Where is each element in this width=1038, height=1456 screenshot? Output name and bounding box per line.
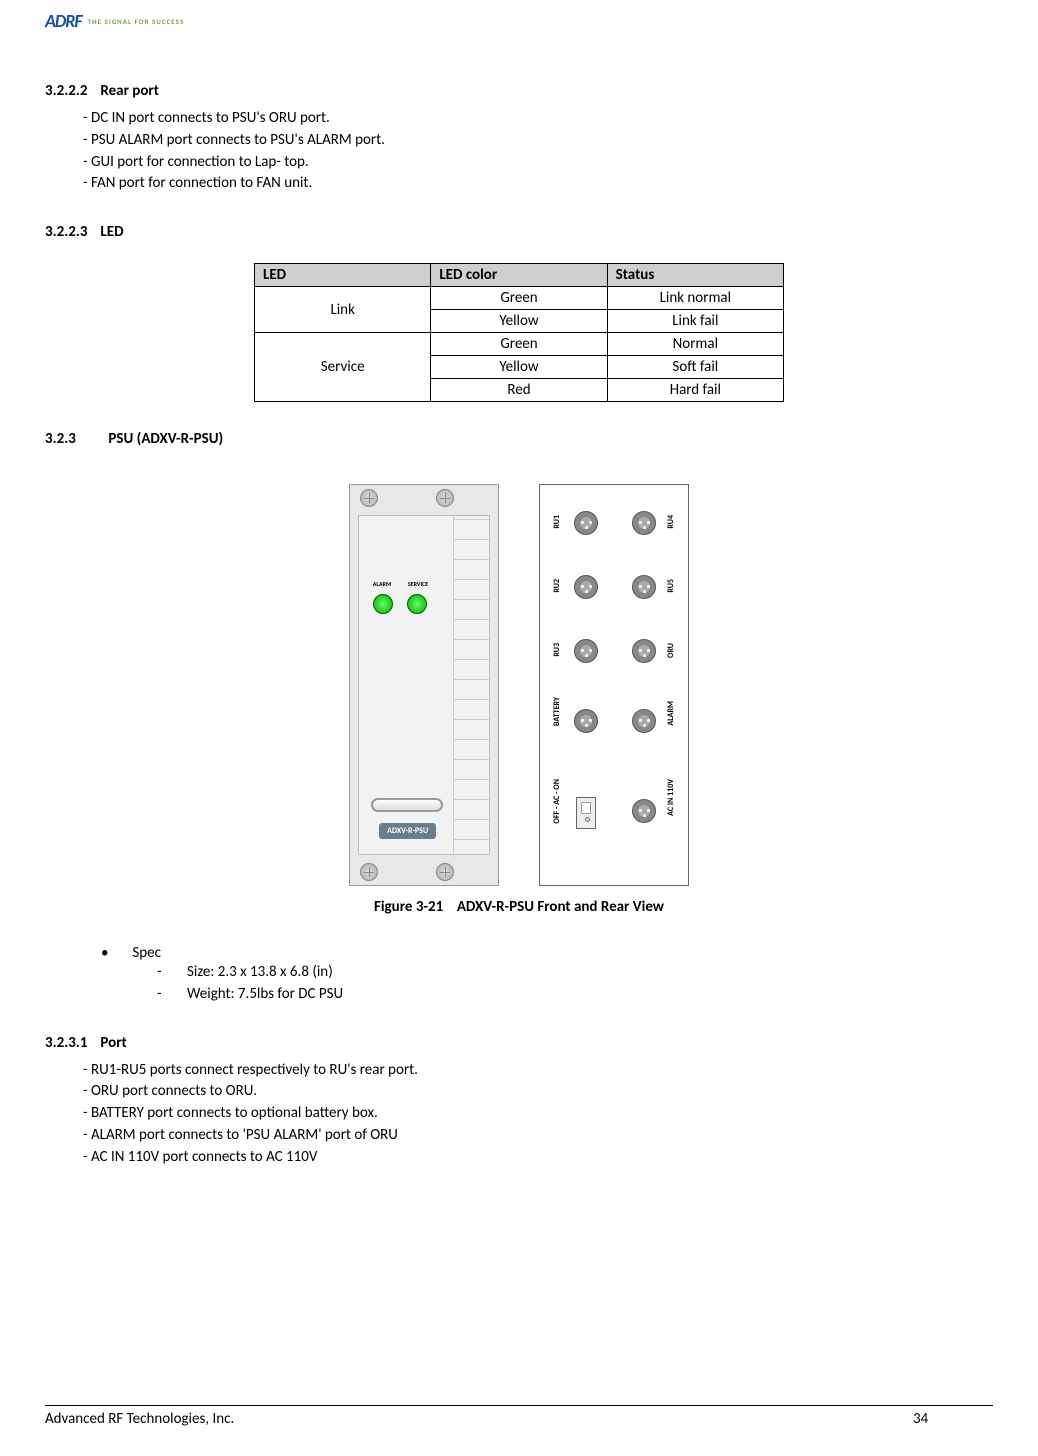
footer-page: 34: [913, 1410, 993, 1428]
table-cell: Soft fail: [607, 356, 783, 379]
table-row: Link Green Link normal: [255, 287, 784, 310]
bullet-icon: •: [101, 944, 129, 962]
led-table: LED LED color Status Link Green Link nor…: [254, 263, 784, 402]
connector-icon: [632, 575, 656, 599]
port-label: RU5: [666, 579, 676, 593]
table-header: LED: [255, 264, 431, 287]
spec-label: Spec: [132, 944, 161, 962]
body-text: - ORU port connects to ORU.: [83, 1081, 993, 1103]
body-text: - GUI port for connection to Lap- top.: [83, 152, 993, 174]
rear-left-column: RU1 RU2 RU3 BATTERY OFF - AC - ON: [552, 497, 614, 873]
table-cell: Link: [255, 287, 431, 333]
port-label: RU2: [552, 579, 562, 593]
led-indicator-row: [373, 594, 427, 614]
screw-icon: [360, 489, 378, 507]
logo-tagline: THE SIGNAL FOR SUCCESS: [88, 17, 185, 26]
heading-number: 3.2.2.2: [45, 82, 97, 100]
table-row: Service Green Normal: [255, 333, 784, 356]
rear-right-column: RU4 RU5 ORU ALARM AC IN 110V: [614, 497, 676, 873]
service-led-icon: [407, 594, 427, 614]
body-text: - ALARM port connects to 'PSU ALARM' por…: [83, 1125, 993, 1147]
connector-icon: [574, 575, 598, 599]
figure-number: Figure 3-21: [374, 898, 443, 916]
port-label: RU1: [552, 515, 562, 529]
table-cell: Link normal: [607, 287, 783, 310]
connector-icon: [632, 799, 656, 823]
connector-icon: [574, 511, 598, 535]
table-cell: Yellow: [431, 310, 607, 333]
led-label-row: ALARM SERVICE: [369, 580, 431, 588]
port-label: RU4: [666, 515, 676, 529]
heading-3222: 3.2.2.2 Rear port: [45, 82, 993, 100]
table-cell: Hard fail: [607, 379, 783, 402]
logo-mark: ADRF: [45, 10, 82, 32]
table-cell: Green: [431, 333, 607, 356]
vent-slots: [453, 516, 489, 854]
connector-icon: [632, 709, 656, 733]
spec-text: Size: 2.3 x 13.8 x 6.8 (in): [187, 963, 333, 981]
psu-inner: ALARM SERVICE ADXV-R-PSU: [358, 515, 490, 855]
heading-number: 3.2.2.3: [45, 223, 97, 241]
led-label: SERVICE: [405, 580, 431, 588]
page-footer: Advanced RF Technologies, Inc. 34: [45, 1405, 993, 1428]
psu-front-panel: ALARM SERVICE ADXV-R-PSU: [349, 484, 499, 886]
table-cell: Red: [431, 379, 607, 402]
heading-3231: 3.2.3.1 Port: [45, 1034, 993, 1052]
table-cell: Normal: [607, 333, 783, 356]
handle: [371, 798, 443, 812]
screw-icon: [436, 489, 454, 507]
port-label: BATTERY: [552, 697, 562, 726]
connector-icon: [632, 511, 656, 535]
footer-company: Advanced RF Technologies, Inc.: [45, 1410, 913, 1428]
heading-number: 3.2.3: [45, 430, 105, 448]
body-text: - FAN port for connection to FAN unit.: [83, 173, 993, 195]
table-header: Status: [607, 264, 783, 287]
table-cell: Service: [255, 333, 431, 402]
table-header-row: LED LED color Status: [255, 264, 784, 287]
spec-text: Weight: 7.5lbs for DC PSU: [187, 985, 343, 1003]
heading-title: LED: [100, 223, 123, 241]
spec-item: -Weight: 7.5lbs for DC PSU: [157, 984, 993, 1006]
body-text: - AC IN 110V port connects to AC 110V: [83, 1147, 993, 1169]
table-cell: Link fail: [607, 310, 783, 333]
alarm-led-icon: [373, 594, 393, 614]
power-switch-icon: [576, 797, 596, 829]
table-cell: Green: [431, 287, 607, 310]
led-label: ALARM: [369, 580, 395, 588]
heading-title: PSU (ADXV-R-PSU): [108, 430, 223, 448]
spec-item: -Size: 2.3 x 13.8 x 6.8 (in): [157, 962, 993, 984]
heading-3223: 3.2.2.3 LED: [45, 223, 993, 241]
screw-icon: [360, 863, 378, 881]
figure-psu: ALARM SERVICE ADXV-R-PSU RU1 RU2 RU3 BAT…: [45, 484, 993, 886]
port-label: OFF - AC - ON: [552, 779, 562, 824]
port-label: AC IN 110V: [666, 779, 676, 816]
body-text: - PSU ALARM port connects to PSU's ALARM…: [83, 130, 993, 152]
psu-rear-panel: RU1 RU2 RU3 BATTERY OFF - AC - ON RU4 RU…: [539, 484, 689, 886]
connector-icon: [574, 639, 598, 663]
model-badge: ADXV-R-PSU: [379, 823, 436, 839]
port-label: ALARM: [666, 701, 676, 726]
body-text: - BATTERY port connects to optional batt…: [83, 1103, 993, 1125]
connector-icon: [632, 639, 656, 663]
spec-bullet: • Spec: [101, 944, 993, 962]
header-logo: ADRF THE SIGNAL FOR SUCCESS: [45, 10, 993, 32]
heading-title: Rear port: [100, 82, 159, 100]
heading-323: 3.2.3 PSU (ADXV-R-PSU): [45, 430, 993, 448]
body-text: - RU1-RU5 ports connect respectively to …: [83, 1060, 993, 1082]
connector-icon: [574, 709, 598, 733]
table-cell: Yellow: [431, 356, 607, 379]
figure-title: ADXV-R-PSU Front and Rear View: [457, 898, 664, 916]
port-label: ORU: [666, 643, 676, 658]
body-text: - DC IN port connects to PSU's ORU port.: [83, 108, 993, 130]
table-header: LED color: [431, 264, 607, 287]
heading-number: 3.2.3.1: [45, 1034, 97, 1052]
port-label: RU3: [552, 643, 562, 657]
heading-title: Port: [100, 1034, 126, 1052]
figure-caption: Figure 3-21 ADXV-R-PSU Front and Rear Vi…: [45, 898, 993, 916]
screw-icon: [436, 863, 454, 881]
